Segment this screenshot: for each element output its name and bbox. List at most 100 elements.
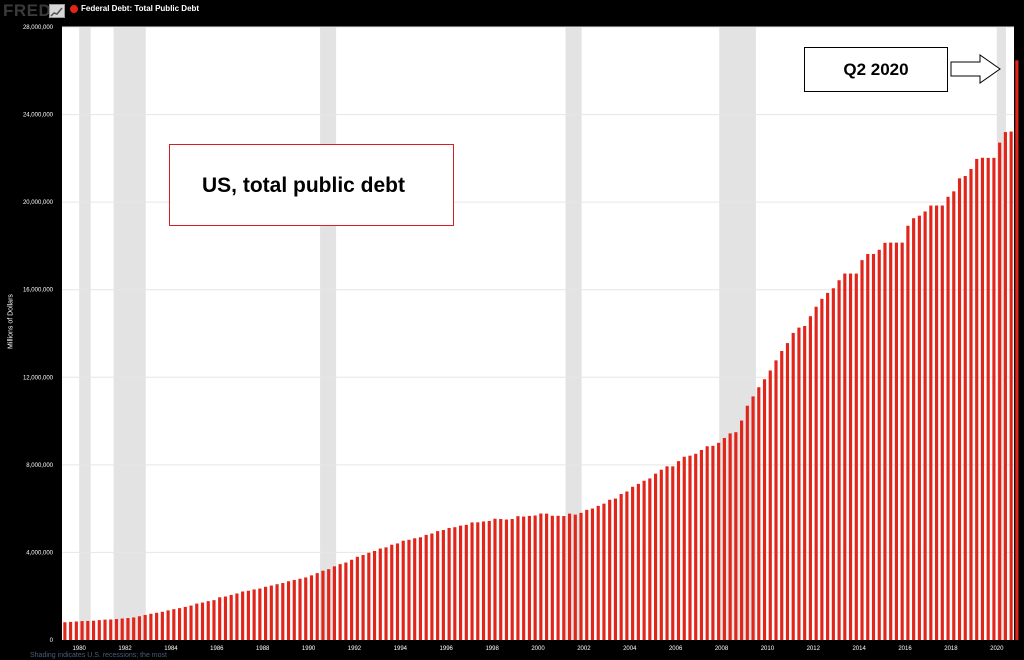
bar (671, 466, 675, 640)
bar (590, 508, 595, 640)
bar (969, 168, 973, 640)
bar (866, 253, 870, 640)
bar (487, 520, 491, 640)
x-tick-label: 1990 (302, 646, 316, 652)
y-tick-label: 8,000,000 (26, 463, 53, 469)
annotation-q2-text: Q2 2020 (843, 60, 909, 79)
bar (906, 225, 910, 641)
bar (797, 327, 801, 640)
bar (372, 551, 377, 640)
bar (183, 606, 187, 640)
bar (814, 306, 818, 640)
bar (516, 516, 520, 640)
bar (499, 519, 503, 640)
bar (848, 273, 853, 640)
bar (774, 360, 778, 640)
x-tick-label: 1988 (256, 646, 270, 652)
bar (585, 509, 589, 640)
bar (877, 249, 881, 640)
bar (522, 516, 526, 640)
x-tick-label: 2018 (944, 646, 958, 652)
recession-band-5 (996, 27, 1006, 640)
bar (510, 519, 514, 640)
bar (740, 420, 744, 640)
bar (177, 608, 182, 640)
x-tick-label: 2016 (898, 646, 912, 652)
bar (63, 622, 67, 640)
y-tick-label: 20,000,000 (23, 200, 54, 206)
bar (717, 442, 721, 640)
bar (527, 515, 531, 640)
bar (751, 396, 755, 640)
bar (980, 157, 985, 640)
bar (676, 461, 681, 640)
bar (109, 619, 113, 640)
bar (699, 449, 704, 640)
legend-label: Federal Debt: Total Public Debt (81, 4, 200, 13)
bar (418, 537, 423, 640)
bar (768, 370, 772, 640)
x-tick-label: 1986 (210, 646, 224, 652)
bar (298, 578, 302, 640)
bar (459, 525, 463, 640)
x-tick-label: 2010 (761, 646, 775, 652)
x-tick-label: 2004 (623, 646, 637, 652)
bar (212, 600, 216, 640)
bar (355, 556, 359, 640)
x-tick-label: 1996 (440, 646, 454, 652)
bar (114, 619, 119, 640)
bar (1003, 132, 1007, 640)
x-tick-label: 1982 (118, 646, 132, 652)
bar (350, 559, 354, 640)
bar (734, 432, 738, 640)
annotation-title-text: US, total public debt (202, 174, 405, 197)
bar (315, 573, 319, 640)
bar (390, 544, 394, 640)
bar (602, 503, 606, 640)
bar (424, 534, 428, 640)
bar (562, 516, 566, 640)
bar (103, 619, 107, 640)
bar (860, 260, 864, 640)
bar (745, 405, 749, 640)
bar (694, 453, 698, 640)
bar (441, 530, 445, 640)
bar (631, 486, 635, 640)
bar (854, 273, 858, 640)
bar (992, 157, 996, 640)
x-tick-label: 2020 (990, 646, 1004, 652)
bar (166, 610, 170, 640)
bar (648, 478, 652, 640)
bar (688, 455, 692, 640)
fred-logo[interactable]: FRED (3, 1, 52, 20)
bar (957, 178, 962, 641)
y-tick-label: 24,000,000 (23, 113, 54, 119)
chart-header: FRED Federal Debt: Total Public Debt (0, 0, 1024, 22)
bar (74, 621, 78, 640)
x-tick-label: 1998 (485, 646, 499, 652)
bar (533, 515, 537, 640)
bar (120, 618, 124, 640)
bar (567, 513, 572, 640)
bar (200, 602, 205, 640)
bar (917, 215, 921, 640)
bar (241, 591, 245, 640)
bar (137, 616, 141, 640)
bar (636, 483, 640, 640)
bar (728, 433, 732, 640)
bar (206, 601, 210, 640)
y-tick-label: 12,000,000 (23, 375, 54, 381)
bar (413, 538, 417, 640)
bar (172, 609, 176, 640)
bar (722, 437, 726, 640)
bar (791, 332, 795, 640)
recession-footnote: Shading indicates U.S. recessions; the m… (30, 652, 167, 659)
bar (912, 218, 916, 640)
fred-chart-icon[interactable] (49, 4, 65, 18)
bar (539, 513, 543, 640)
bar (447, 527, 451, 640)
bar (338, 564, 342, 640)
bar (235, 593, 239, 640)
bar (550, 515, 554, 640)
bar (69, 621, 73, 640)
